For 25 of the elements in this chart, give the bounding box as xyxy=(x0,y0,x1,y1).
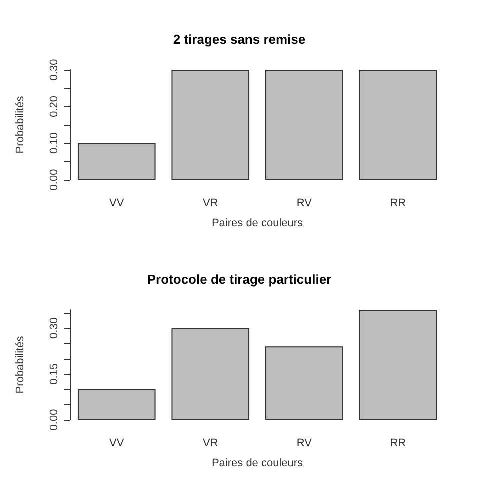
y-tick-label: 0.30 xyxy=(48,59,60,81)
bar xyxy=(265,346,344,420)
bar xyxy=(172,328,250,420)
chart-title: 2 tirages sans remise xyxy=(173,32,306,47)
x-axis-title: Paires de couleurs xyxy=(212,458,304,470)
x-tick-label: RV xyxy=(296,198,313,210)
x-tick-label: VV xyxy=(110,198,125,210)
y-axis-title: Probabilités xyxy=(14,336,26,394)
x-tick-label: VR xyxy=(202,198,218,210)
chart-title: Protocole de tirage particulier xyxy=(147,272,332,287)
x-tick-label: RR xyxy=(390,438,406,450)
y-tick-label: 0.00 xyxy=(48,409,60,431)
y-axis-title: Probabilités xyxy=(14,96,26,154)
y-tick-label: 0.00 xyxy=(48,169,60,191)
y-tick-label: 0.20 xyxy=(48,96,60,118)
x-tick-label: VV xyxy=(110,438,125,450)
y-tick-label: 0.15 xyxy=(48,363,60,385)
x-tick-label: VR xyxy=(202,438,218,450)
x-tick-label: RR xyxy=(390,198,406,210)
x-axis-title: Paires de couleurs xyxy=(212,218,304,230)
y-tick-label: 0.30 xyxy=(48,318,60,340)
bar xyxy=(78,389,156,420)
bar xyxy=(359,310,438,420)
y-tick-label: 0.10 xyxy=(48,132,60,154)
x-tick-label: RV xyxy=(296,438,313,450)
